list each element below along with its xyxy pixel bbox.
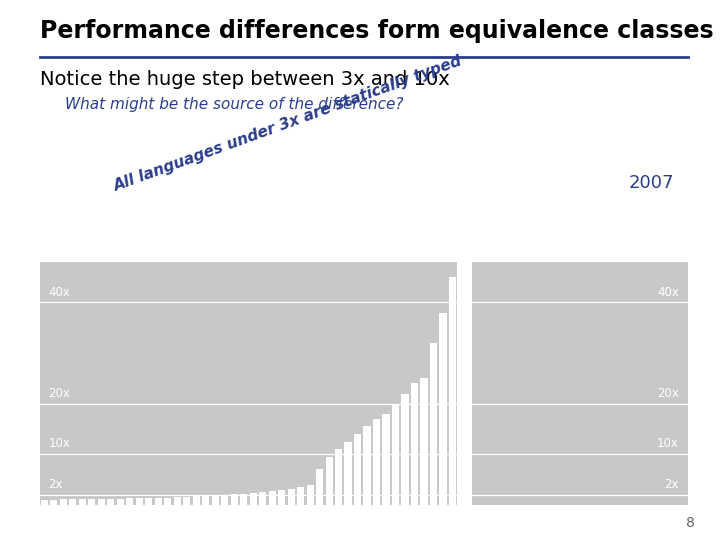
Bar [364, 427, 371, 505]
Bar [392, 404, 399, 505]
Bar [50, 500, 58, 505]
Bar [78, 499, 86, 505]
Bar [174, 497, 181, 505]
Bar [193, 496, 199, 505]
Bar [472, 262, 688, 505]
Bar [373, 419, 380, 505]
Bar [183, 497, 190, 505]
Bar [107, 499, 114, 505]
Bar [420, 379, 428, 505]
Bar [98, 499, 105, 505]
Text: 20x: 20x [657, 387, 679, 400]
Text: Notice the huge step between 3x and 10x: Notice the huge step between 3x and 10x [40, 70, 449, 89]
Bar [212, 495, 219, 505]
Bar [240, 494, 247, 505]
Bar [41, 500, 48, 505]
Bar [250, 493, 257, 505]
Text: Performance differences form equivalence classes: Performance differences form equivalence… [40, 19, 714, 43]
Text: All languages under 3x are statically typed: All languages under 3x are statically ty… [112, 54, 464, 194]
Bar [230, 494, 238, 505]
Bar [335, 449, 342, 505]
Bar [354, 434, 361, 505]
Bar [69, 499, 76, 505]
Bar [449, 277, 456, 505]
Bar [89, 499, 95, 505]
Bar [155, 498, 162, 505]
Text: 2x: 2x [665, 478, 679, 491]
Bar [344, 442, 351, 505]
Text: 40x: 40x [657, 286, 679, 299]
Bar [269, 491, 276, 505]
Bar [439, 313, 446, 505]
Bar [135, 498, 143, 505]
Bar [145, 498, 153, 505]
Bar [382, 414, 390, 505]
Bar [430, 343, 437, 505]
Bar [297, 487, 304, 505]
Bar [259, 492, 266, 505]
Bar [411, 383, 418, 505]
Bar [60, 500, 67, 505]
Bar [202, 496, 210, 505]
Text: 10x: 10x [48, 437, 70, 450]
Text: What might be the source of the difference?: What might be the source of the differen… [65, 97, 403, 112]
Bar [316, 469, 323, 505]
Bar [287, 489, 294, 505]
Bar [307, 485, 314, 505]
Bar [126, 498, 133, 505]
Text: 8: 8 [686, 516, 695, 530]
Bar [164, 497, 171, 505]
Text: 40x: 40x [48, 286, 70, 299]
Bar [117, 498, 124, 505]
Text: 2x: 2x [48, 478, 63, 491]
Text: 20x: 20x [48, 387, 70, 400]
Bar [278, 490, 285, 505]
Bar [221, 495, 228, 505]
Bar [40, 262, 457, 505]
Bar [325, 457, 333, 505]
Bar [402, 394, 408, 505]
Text: 2007: 2007 [629, 174, 675, 192]
Text: 10x: 10x [657, 437, 679, 450]
